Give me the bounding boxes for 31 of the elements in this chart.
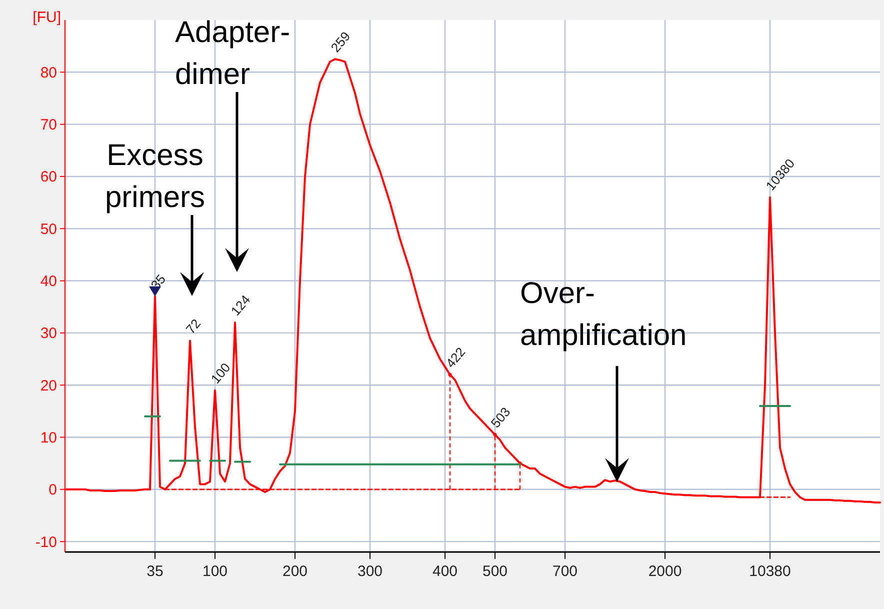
annotation: 259 bbox=[328, 28, 354, 56]
y-axis-title: [FU] bbox=[32, 9, 61, 26]
x-tick-label: 2000 bbox=[648, 563, 682, 580]
x-tick-label: 300 bbox=[357, 563, 383, 580]
annotation: Excess primers bbox=[104, 139, 206, 214]
x-tick-label: 10380 bbox=[749, 563, 791, 580]
y-tick-label: 30 bbox=[40, 325, 57, 342]
y-tick-label: 20 bbox=[40, 377, 57, 394]
y-tick-label: -10 bbox=[35, 534, 57, 551]
annotation: 124 bbox=[228, 292, 254, 318]
annotation: Adapter-dimer bbox=[175, 16, 290, 91]
point bbox=[448, 372, 452, 376]
x-tick-label: 100 bbox=[202, 563, 228, 580]
x-tick-label: 500 bbox=[482, 563, 508, 580]
y-tick-label: 60 bbox=[40, 168, 57, 186]
annotation: 503 bbox=[488, 404, 514, 431]
y-tick-label: 0 bbox=[48, 482, 57, 499]
y-tick-label: 10 bbox=[40, 430, 57, 447]
annotation: 72 bbox=[182, 316, 204, 337]
point bbox=[493, 432, 497, 436]
annotation: 422 bbox=[442, 344, 468, 371]
x-tick-label: 700 bbox=[552, 563, 578, 580]
x-tick-label: 200 bbox=[282, 563, 308, 580]
y-tick-label: 40 bbox=[40, 273, 57, 290]
annotation: 100 bbox=[208, 360, 234, 386]
x-tick-label: 35 bbox=[146, 563, 164, 580]
y-tick-label: 70 bbox=[40, 116, 57, 134]
y-tick-label: 50 bbox=[40, 220, 57, 238]
y-tick-label: 80 bbox=[40, 64, 57, 82]
annotation: Over-amplification bbox=[520, 277, 687, 352]
x-tick-label: 400 bbox=[432, 563, 458, 580]
